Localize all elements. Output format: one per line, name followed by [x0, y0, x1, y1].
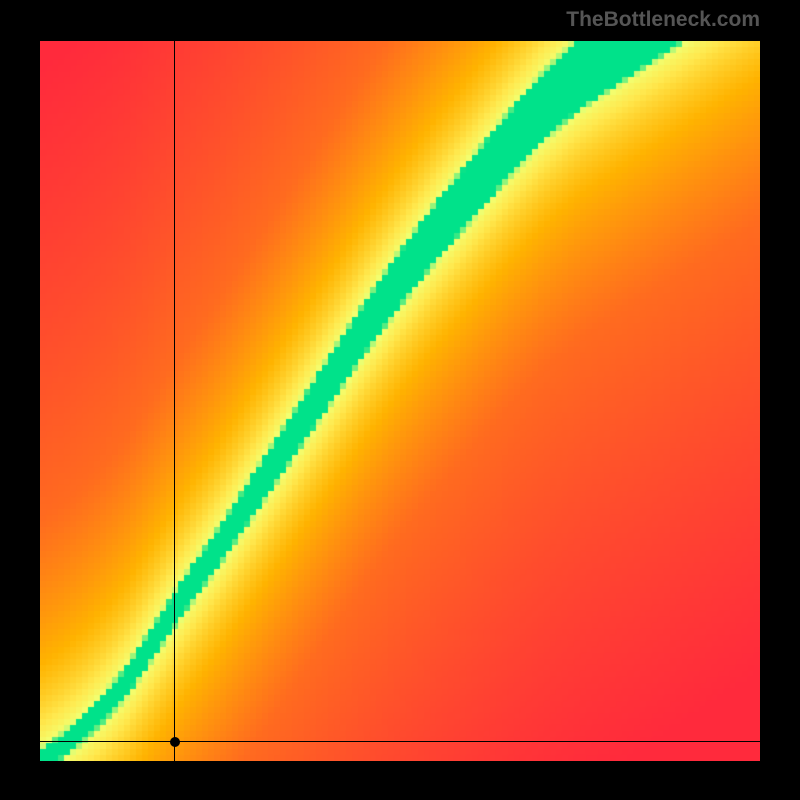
crosshair-marker — [170, 737, 180, 747]
watermark-text: TheBottleneck.com — [566, 8, 760, 32]
bottleneck-heatmap — [40, 41, 760, 761]
crosshair-vertical — [174, 41, 175, 761]
crosshair-horizontal — [40, 741, 760, 742]
chart-container: { "watermark": { "text": "TheBottleneck.… — [0, 0, 800, 800]
